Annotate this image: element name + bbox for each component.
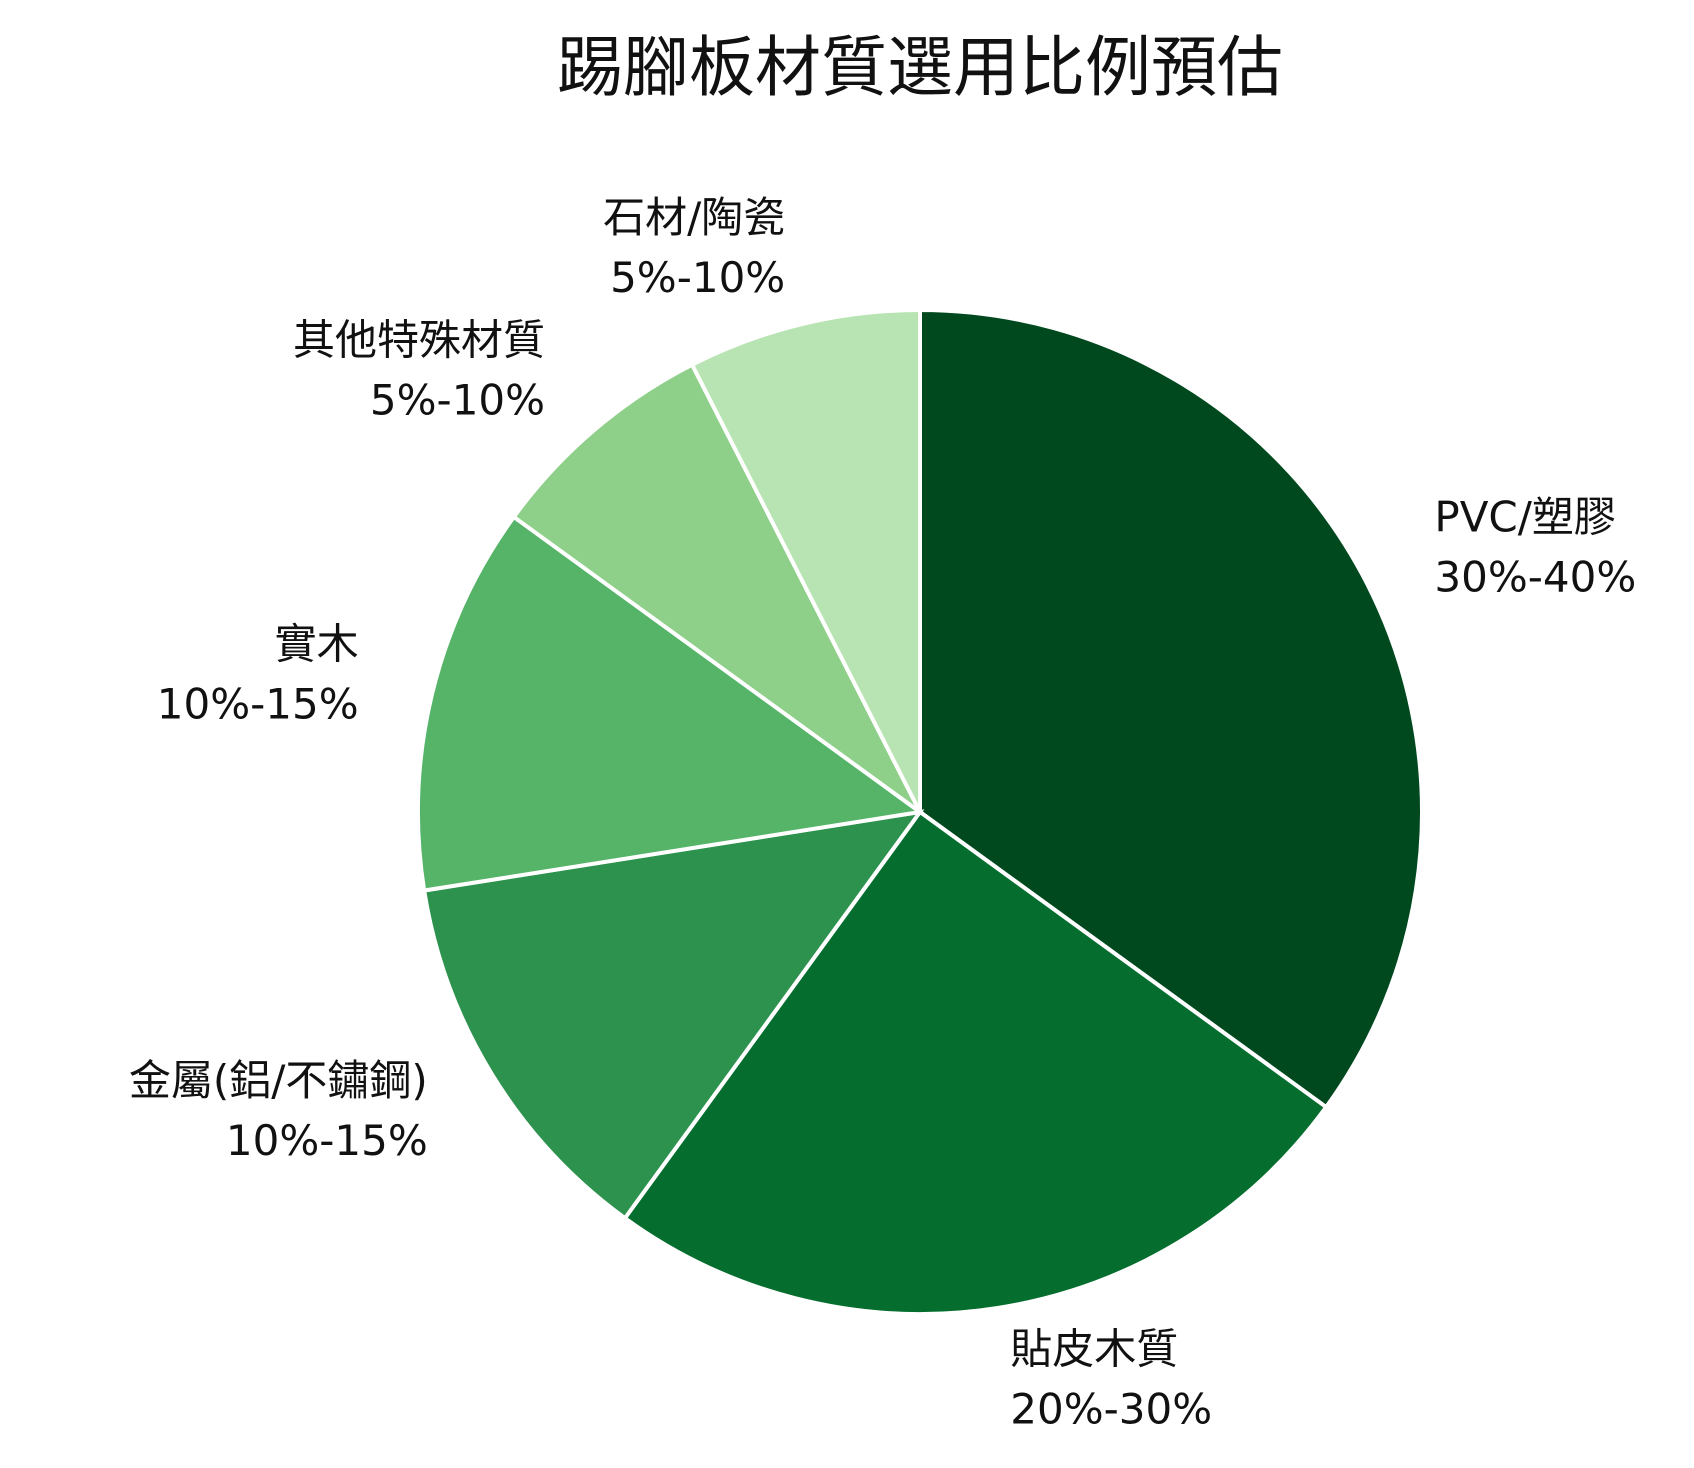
pie-slice	[689, 307, 922, 813]
slice-value-label: 5%-10%	[370, 376, 545, 425]
slice-label: 其他特殊材質	[293, 316, 545, 365]
pie-slice	[622, 809, 1329, 1316]
slice-label: 石材/陶瓷	[603, 193, 785, 242]
slice-label: 貼皮木質	[1010, 1325, 1178, 1374]
slice-label: 金屬(鋁/不鏽鋼)	[129, 1056, 428, 1105]
slice-label: 實木	[275, 620, 359, 669]
pie-slice	[421, 809, 925, 1221]
pie-slice	[416, 514, 926, 893]
slice-value-label: 10%-15%	[157, 680, 359, 729]
slice-value-label: 10%-15%	[226, 1116, 428, 1165]
pie-slice	[918, 307, 1424, 1110]
slice-value-label: 5%-10%	[610, 253, 785, 302]
slice-label: PVC/塑膠	[1434, 492, 1616, 541]
chart-title: 踢腳板材質選用比例預估	[557, 29, 1283, 106]
pie-slice	[511, 362, 922, 814]
slice-value-label: 30%-40%	[1434, 552, 1636, 601]
slice-value-label: 20%-30%	[1010, 1385, 1212, 1434]
